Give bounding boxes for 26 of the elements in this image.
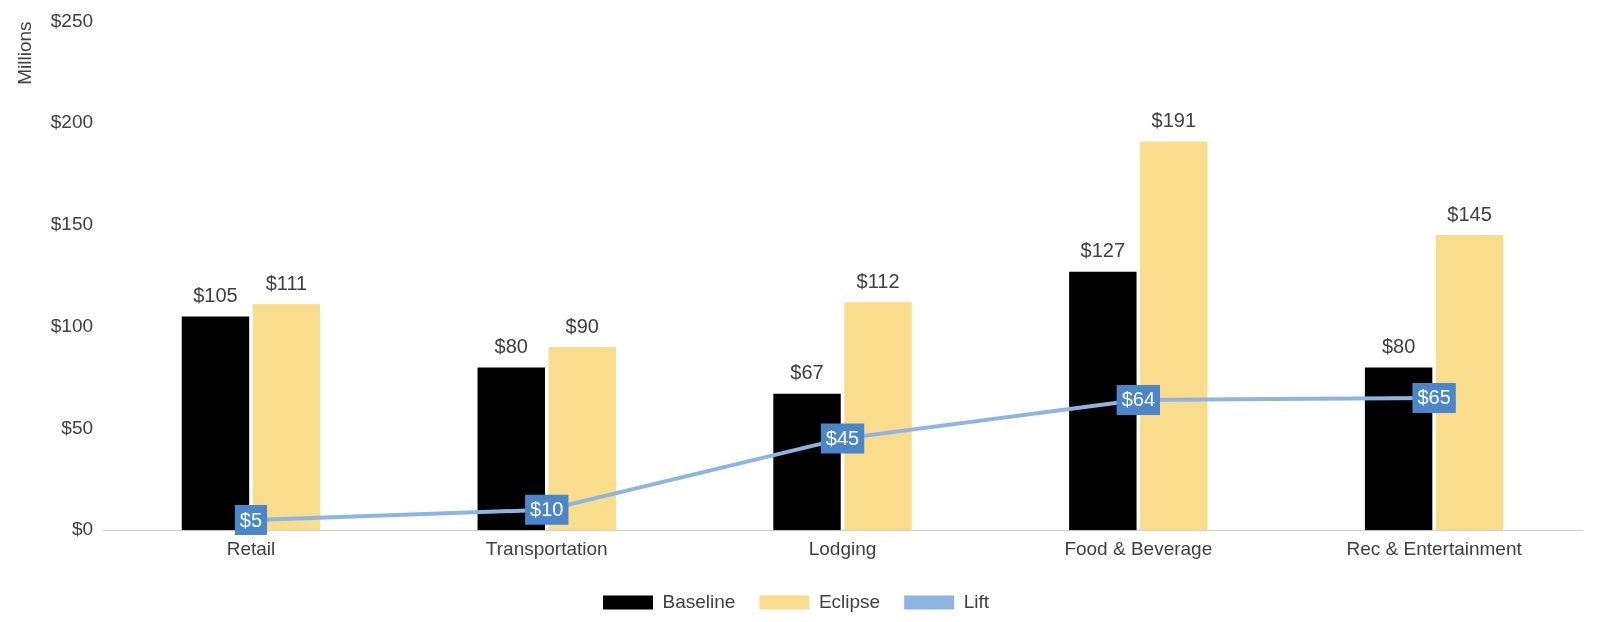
data-label: $112	[856, 269, 900, 292]
y-tick-label: $50	[61, 416, 94, 438]
x-tick-label: Food & Beverage	[1064, 537, 1213, 559]
data-label: $80	[1381, 334, 1416, 357]
y-tick-label: $250	[50, 9, 94, 31]
legend-label: Baseline	[662, 590, 736, 612]
y-axis-title: Millions	[13, 21, 35, 85]
x-tick-label: Retail	[226, 537, 276, 559]
x-tick-label: Rec & Entertainment	[1346, 537, 1523, 559]
data-label: $105	[193, 284, 238, 307]
legend-label: Eclipse	[818, 590, 881, 612]
legend-label: Lift	[963, 590, 990, 612]
y-tick-label: $150	[50, 213, 94, 235]
data-label: $145	[1447, 202, 1492, 225]
data-label: $90	[565, 314, 599, 337]
y-tick-label: $0	[71, 518, 94, 540]
data-label: $67	[790, 361, 824, 384]
y-tick-label: $200	[50, 111, 94, 133]
x-tick-label: Transportation	[485, 537, 608, 559]
data-label: $5	[239, 508, 263, 531]
data-label: $111	[265, 271, 308, 294]
x-tick-label: Lodging	[808, 537, 877, 559]
data-label: $127	[1080, 239, 1126, 262]
y-tick-label: $100	[50, 314, 94, 336]
data-label: $80	[494, 334, 528, 357]
data-label: $191	[1151, 108, 1197, 131]
